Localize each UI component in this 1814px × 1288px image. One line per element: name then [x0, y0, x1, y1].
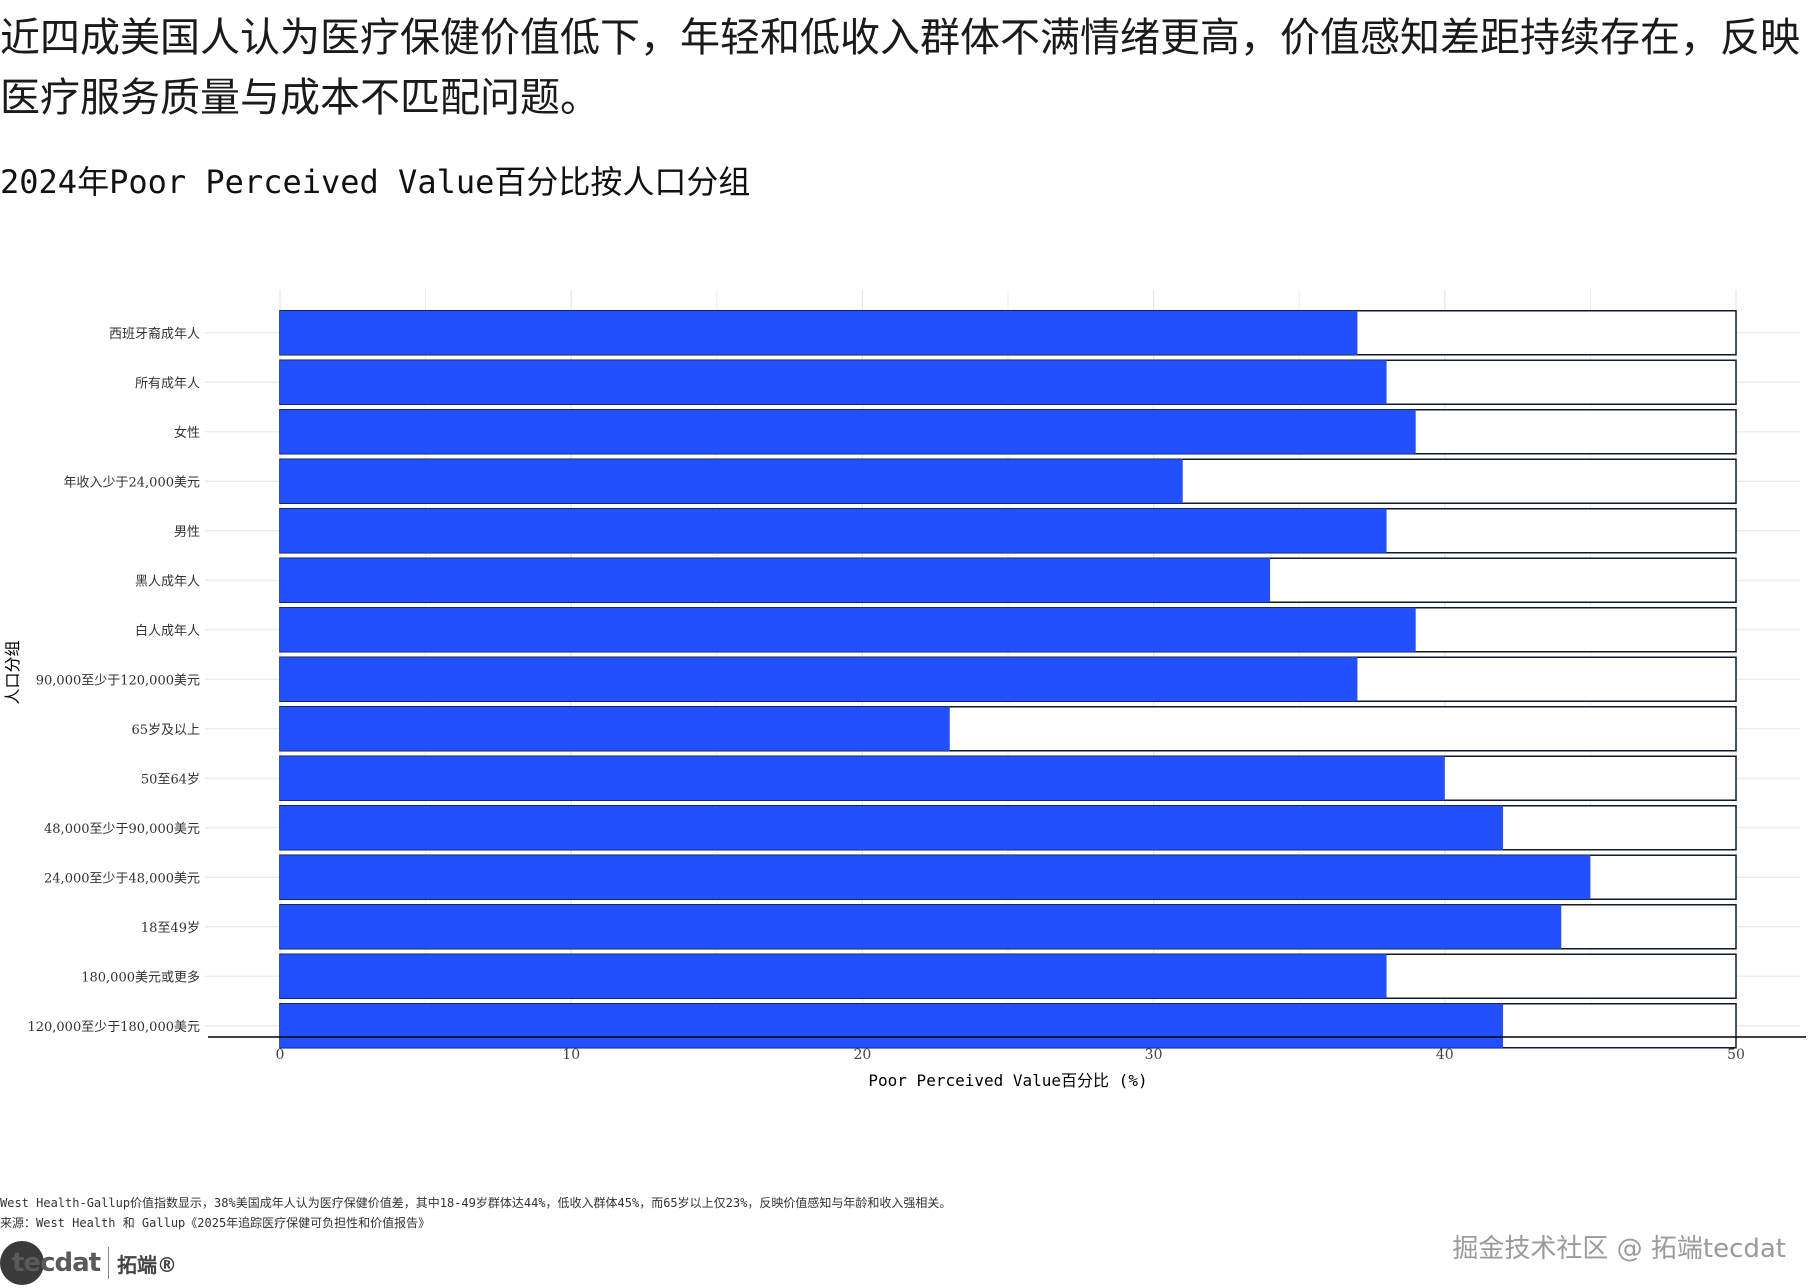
logo-circle-icon — [0, 1241, 44, 1285]
category-label: 女性 — [174, 425, 200, 441]
x-tick-label: 20 — [853, 1047, 871, 1063]
category-label: 90,000至少于120,000美元 — [36, 673, 200, 688]
chart-subtitle: 2024年Poor Perceived Value百分比按人口分组 — [0, 163, 751, 201]
category-label: 西班牙裔成年人 — [109, 326, 200, 342]
brand-logo: tecdat 拓端® — [0, 1238, 177, 1288]
category-label: 65岁及以上 — [131, 723, 200, 738]
category-label: 180,000美元或更多 — [81, 969, 200, 985]
footnote: West Health-Gallup价值指数显示，38%美国成年人认为医疗保健价… — [0, 1193, 951, 1233]
y-axis-title: 人口分组 — [3, 640, 22, 704]
category-label: 120,000至少于180,000美元 — [27, 1020, 200, 1035]
watermark: 掘金技术社区 @ 拓端tecdat — [1452, 1234, 1786, 1264]
bar — [280, 310, 1358, 355]
bar — [280, 904, 1562, 949]
x-tick-label: 0 — [276, 1047, 285, 1063]
category-label: 黑人成年人 — [135, 574, 200, 589]
bar — [280, 657, 1358, 702]
x-tick-labels: 0 10 20 30 40 50 — [276, 1047, 1745, 1063]
bar — [280, 805, 1504, 850]
bar — [280, 607, 1416, 652]
bar — [280, 508, 1387, 553]
bar — [280, 855, 1591, 900]
bar — [280, 706, 950, 751]
bar — [280, 954, 1387, 999]
logo-divider — [108, 1247, 110, 1279]
x-axis-title: Poor Perceived Value百分比 (%) — [868, 1071, 1147, 1090]
footnote-summary: West Health-Gallup价值指数显示，38%美国成年人认为医疗保健价… — [0, 1196, 952, 1210]
category-label: 白人成年人 — [135, 623, 200, 639]
bar — [280, 360, 1387, 405]
category-label: 年收入少于24,000美元 — [64, 475, 201, 490]
x-tick-label: 50 — [1727, 1047, 1745, 1063]
category-label: 24,000至少于48,000美元 — [44, 871, 200, 886]
x-tick-label: 30 — [1145, 1047, 1163, 1063]
x-tick-label: 10 — [562, 1047, 580, 1063]
bar — [280, 1003, 1504, 1048]
category-label: 48,000至少于90,000美元 — [44, 822, 200, 837]
bar — [280, 756, 1445, 801]
headline: 近四成美国人认为医疗保健价值低下，年轻和低收入群体不满情绪更高，价值感知差距持续… — [0, 15, 1800, 121]
category-label: 50至64岁 — [141, 772, 200, 787]
logo-text: tecdat — [12, 1248, 101, 1278]
bar-layer — [279, 310, 1737, 1049]
footnote-source: 来源：West Health 和 Gallup《2025年追踪医疗保健可负担性和… — [0, 1216, 431, 1230]
logo-cn-text: 拓端® — [117, 1252, 178, 1277]
bar — [280, 459, 1183, 504]
bar — [280, 558, 1271, 603]
bar — [280, 409, 1416, 454]
category-label: 男性 — [174, 525, 200, 540]
category-label: 所有成年人 — [135, 376, 200, 391]
x-tick-label: 40 — [1436, 1047, 1454, 1063]
category-label: 18至49岁 — [141, 921, 200, 936]
